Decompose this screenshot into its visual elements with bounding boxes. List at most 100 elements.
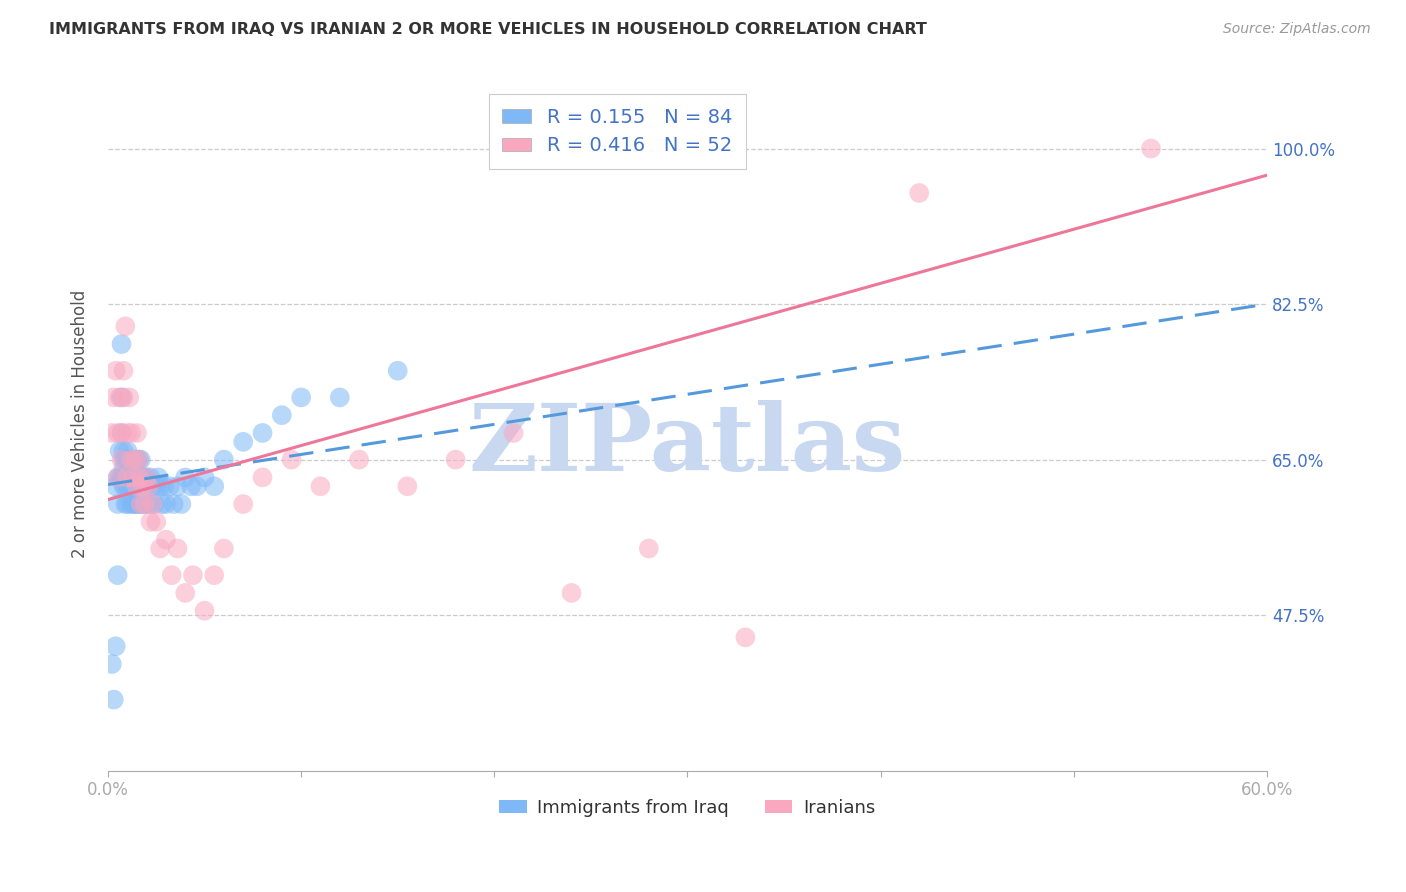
Point [329,391,352,405]
Point [108,391,131,405]
Point [139,515,162,529]
Point [280,452,302,467]
Point [132,479,155,493]
Point [112,443,135,458]
Point [150,497,173,511]
Text: IMMIGRANTS FROM IRAQ VS IRANIAN 2 OR MORE VEHICLES IN HOUSEHOLD CORRELATION CHAR: IMMIGRANTS FROM IRAQ VS IRANIAN 2 OR MOR… [49,22,927,37]
Y-axis label: 2 or more Vehicles in Household: 2 or more Vehicles in Household [72,290,89,558]
Point [124,479,146,493]
Point [110,337,132,351]
Point [145,515,167,529]
Point [117,425,139,440]
Point [108,443,131,458]
Point [101,657,124,671]
Point [290,391,312,405]
Point [120,452,142,467]
Point [135,470,157,484]
Point [104,364,127,378]
Point [166,479,188,493]
Point [145,479,167,493]
Point [122,452,145,467]
Point [212,452,235,467]
Point [110,452,132,467]
Point [125,452,148,467]
Point [396,479,419,493]
Point [163,497,186,511]
Point [117,470,139,484]
Point [112,391,135,405]
Point [118,479,141,493]
Point [153,479,176,493]
Point [128,452,150,467]
Point [107,470,129,484]
Point [149,479,172,493]
Point [117,470,139,484]
Point [174,586,197,600]
Point [908,186,931,200]
Point [124,452,146,467]
Point [128,479,150,493]
Legend: Immigrants from Iraq, Iranians: Immigrants from Iraq, Iranians [492,791,883,824]
Point [117,479,139,493]
Point [155,533,177,547]
Point [112,364,135,378]
Point [112,461,135,475]
Point [114,470,136,484]
Point [107,497,129,511]
Point [193,470,215,484]
Point [125,479,148,493]
Point [118,452,141,467]
Point [1140,142,1163,156]
Point [141,479,163,493]
Point [110,425,132,440]
Point [202,479,225,493]
Point [118,391,141,405]
Point [128,497,150,511]
Point [202,568,225,582]
Point [107,568,129,582]
Point [117,497,139,511]
Point [112,479,135,493]
Point [444,452,467,467]
Point [101,425,124,440]
Point [122,470,145,484]
Point [134,497,156,511]
Point [734,631,756,645]
Point [120,425,142,440]
Point [561,586,583,600]
Point [129,497,152,511]
Point [122,479,145,493]
Point [114,452,136,467]
Point [309,479,332,493]
Point [174,470,197,484]
Point [637,541,659,556]
Point [110,470,132,484]
Point [114,497,136,511]
Point [160,568,183,582]
Point [112,470,135,484]
Point [181,568,204,582]
Point [104,640,127,654]
Point [135,470,157,484]
Point [103,391,125,405]
Point [120,452,142,467]
Point [502,425,524,440]
Point [129,452,152,467]
Point [139,470,162,484]
Point [125,497,148,511]
Point [134,497,156,511]
Point [124,470,146,484]
Point [117,461,139,475]
Point [118,470,141,484]
Point [347,452,370,467]
Point [117,452,139,467]
Point [166,541,188,556]
Text: ZIPatlas: ZIPatlas [468,400,905,490]
Point [128,470,150,484]
Point [149,541,172,556]
Point [139,497,162,511]
Point [270,408,292,422]
Point [125,425,148,440]
Point [170,497,193,511]
Point [134,470,156,484]
